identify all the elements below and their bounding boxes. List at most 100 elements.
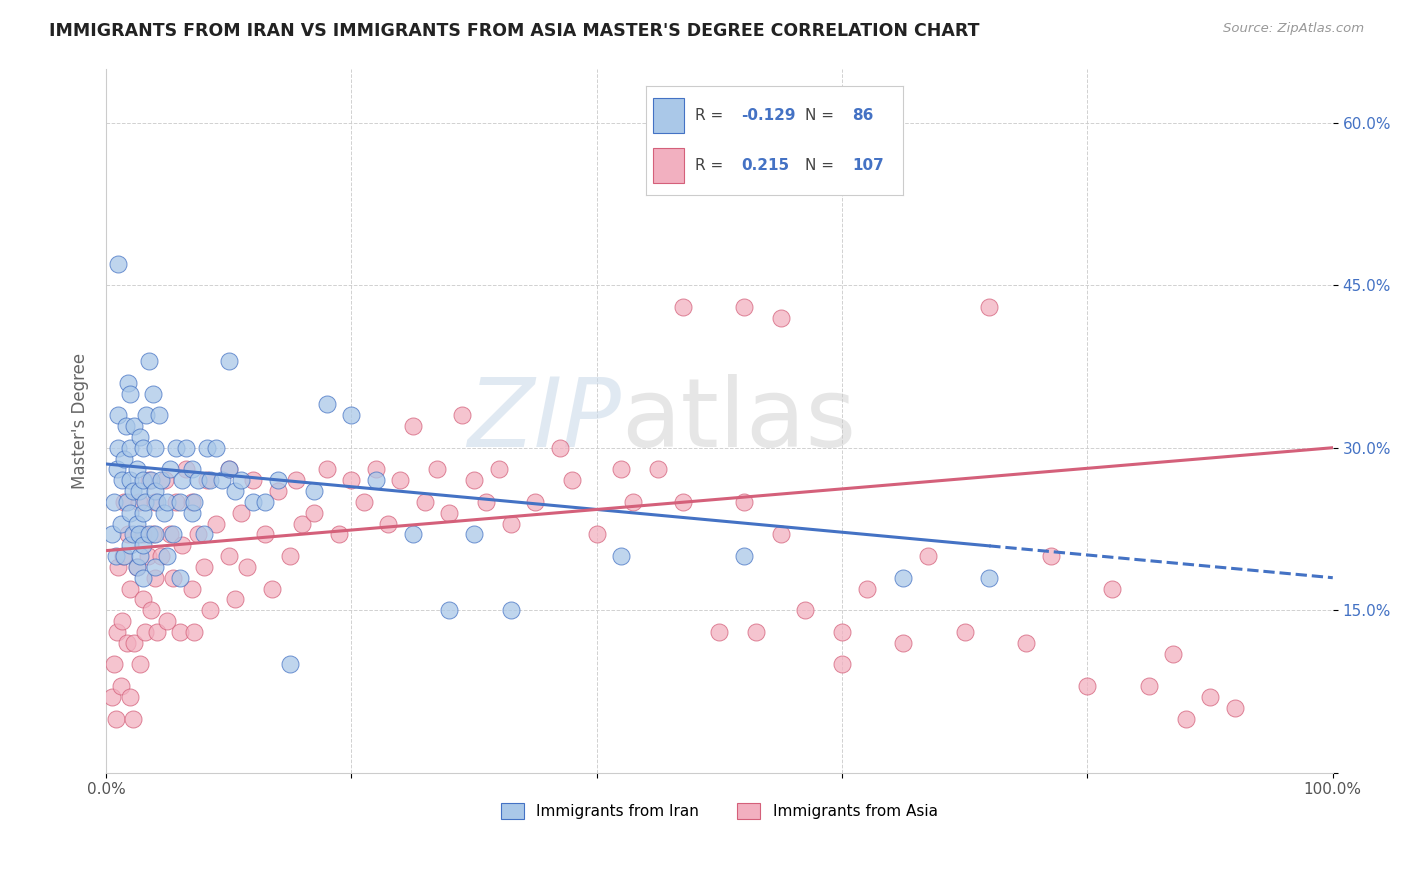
Point bbox=[159, 527, 181, 541]
Point bbox=[769, 527, 792, 541]
Point bbox=[353, 495, 375, 509]
Point bbox=[450, 408, 472, 422]
Point bbox=[141, 527, 163, 541]
Point bbox=[1039, 549, 1062, 563]
Point bbox=[979, 300, 1001, 314]
Point bbox=[917, 549, 939, 563]
Point bbox=[224, 592, 246, 607]
Point bbox=[111, 614, 134, 628]
Point bbox=[132, 571, 155, 585]
Point bbox=[132, 592, 155, 607]
Point bbox=[141, 386, 163, 401]
Point bbox=[463, 527, 485, 541]
Point bbox=[138, 354, 160, 368]
Point bbox=[463, 473, 485, 487]
Point bbox=[136, 549, 159, 563]
Point bbox=[733, 300, 755, 314]
Point bbox=[475, 495, 498, 509]
Point bbox=[122, 419, 145, 434]
Point bbox=[115, 636, 138, 650]
Point bbox=[1174, 712, 1197, 726]
Point bbox=[585, 527, 607, 541]
Point bbox=[733, 549, 755, 563]
Point bbox=[125, 516, 148, 531]
Point bbox=[120, 386, 142, 401]
Point bbox=[195, 473, 218, 487]
Point bbox=[218, 462, 240, 476]
Point bbox=[112, 549, 135, 563]
Point bbox=[170, 538, 193, 552]
Point bbox=[134, 624, 156, 639]
Point bbox=[143, 571, 166, 585]
Point bbox=[831, 657, 853, 672]
Point bbox=[389, 473, 412, 487]
Point bbox=[439, 603, 461, 617]
Point bbox=[104, 712, 127, 726]
Point bbox=[169, 571, 191, 585]
Y-axis label: Master's Degree: Master's Degree bbox=[72, 352, 89, 489]
Point bbox=[647, 462, 669, 476]
Point bbox=[150, 549, 173, 563]
Point bbox=[156, 614, 179, 628]
Point bbox=[198, 603, 221, 617]
Point bbox=[134, 495, 156, 509]
Point bbox=[114, 419, 136, 434]
Point bbox=[242, 473, 264, 487]
Point bbox=[129, 430, 152, 444]
Point bbox=[169, 624, 191, 639]
Point bbox=[183, 624, 205, 639]
Point bbox=[146, 495, 169, 509]
Point bbox=[499, 603, 522, 617]
Point bbox=[128, 527, 150, 541]
Point bbox=[112, 495, 135, 509]
Point bbox=[953, 624, 976, 639]
Point bbox=[146, 624, 169, 639]
Point bbox=[120, 441, 142, 455]
Point bbox=[110, 679, 132, 693]
Point bbox=[132, 538, 155, 552]
Point bbox=[129, 549, 152, 563]
Point bbox=[548, 441, 571, 455]
Point bbox=[1015, 636, 1038, 650]
Point bbox=[488, 462, 510, 476]
Point bbox=[117, 527, 139, 541]
Point bbox=[439, 506, 461, 520]
Point bbox=[304, 484, 326, 499]
Point bbox=[125, 560, 148, 574]
Point bbox=[148, 408, 170, 422]
Point bbox=[120, 690, 142, 704]
Point bbox=[254, 527, 277, 541]
Point bbox=[285, 473, 308, 487]
Point bbox=[979, 571, 1001, 585]
Point bbox=[236, 560, 259, 574]
Point bbox=[105, 624, 128, 639]
Point bbox=[709, 624, 731, 639]
Point bbox=[132, 473, 155, 487]
Point bbox=[224, 484, 246, 499]
Point bbox=[315, 462, 337, 476]
Point bbox=[143, 484, 166, 499]
Point bbox=[1223, 700, 1246, 714]
Point bbox=[211, 473, 233, 487]
Point bbox=[143, 495, 166, 509]
Point bbox=[170, 473, 193, 487]
Point bbox=[426, 462, 449, 476]
Text: Source: ZipAtlas.com: Source: ZipAtlas.com bbox=[1223, 22, 1364, 36]
Point bbox=[174, 441, 197, 455]
Point bbox=[120, 538, 142, 552]
Point bbox=[610, 549, 633, 563]
Point bbox=[315, 397, 337, 411]
Point bbox=[125, 560, 148, 574]
Point bbox=[229, 473, 252, 487]
Point bbox=[671, 495, 693, 509]
Point bbox=[129, 657, 152, 672]
Point bbox=[180, 495, 202, 509]
Point bbox=[101, 690, 124, 704]
Point bbox=[120, 473, 142, 487]
Point bbox=[132, 506, 155, 520]
Point bbox=[107, 560, 129, 574]
Text: IMMIGRANTS FROM IRAN VS IMMIGRANTS FROM ASIA MASTER'S DEGREE CORRELATION CHART: IMMIGRANTS FROM IRAN VS IMMIGRANTS FROM … bbox=[49, 22, 980, 40]
Point bbox=[180, 462, 202, 476]
Point bbox=[122, 636, 145, 650]
Point bbox=[141, 473, 163, 487]
